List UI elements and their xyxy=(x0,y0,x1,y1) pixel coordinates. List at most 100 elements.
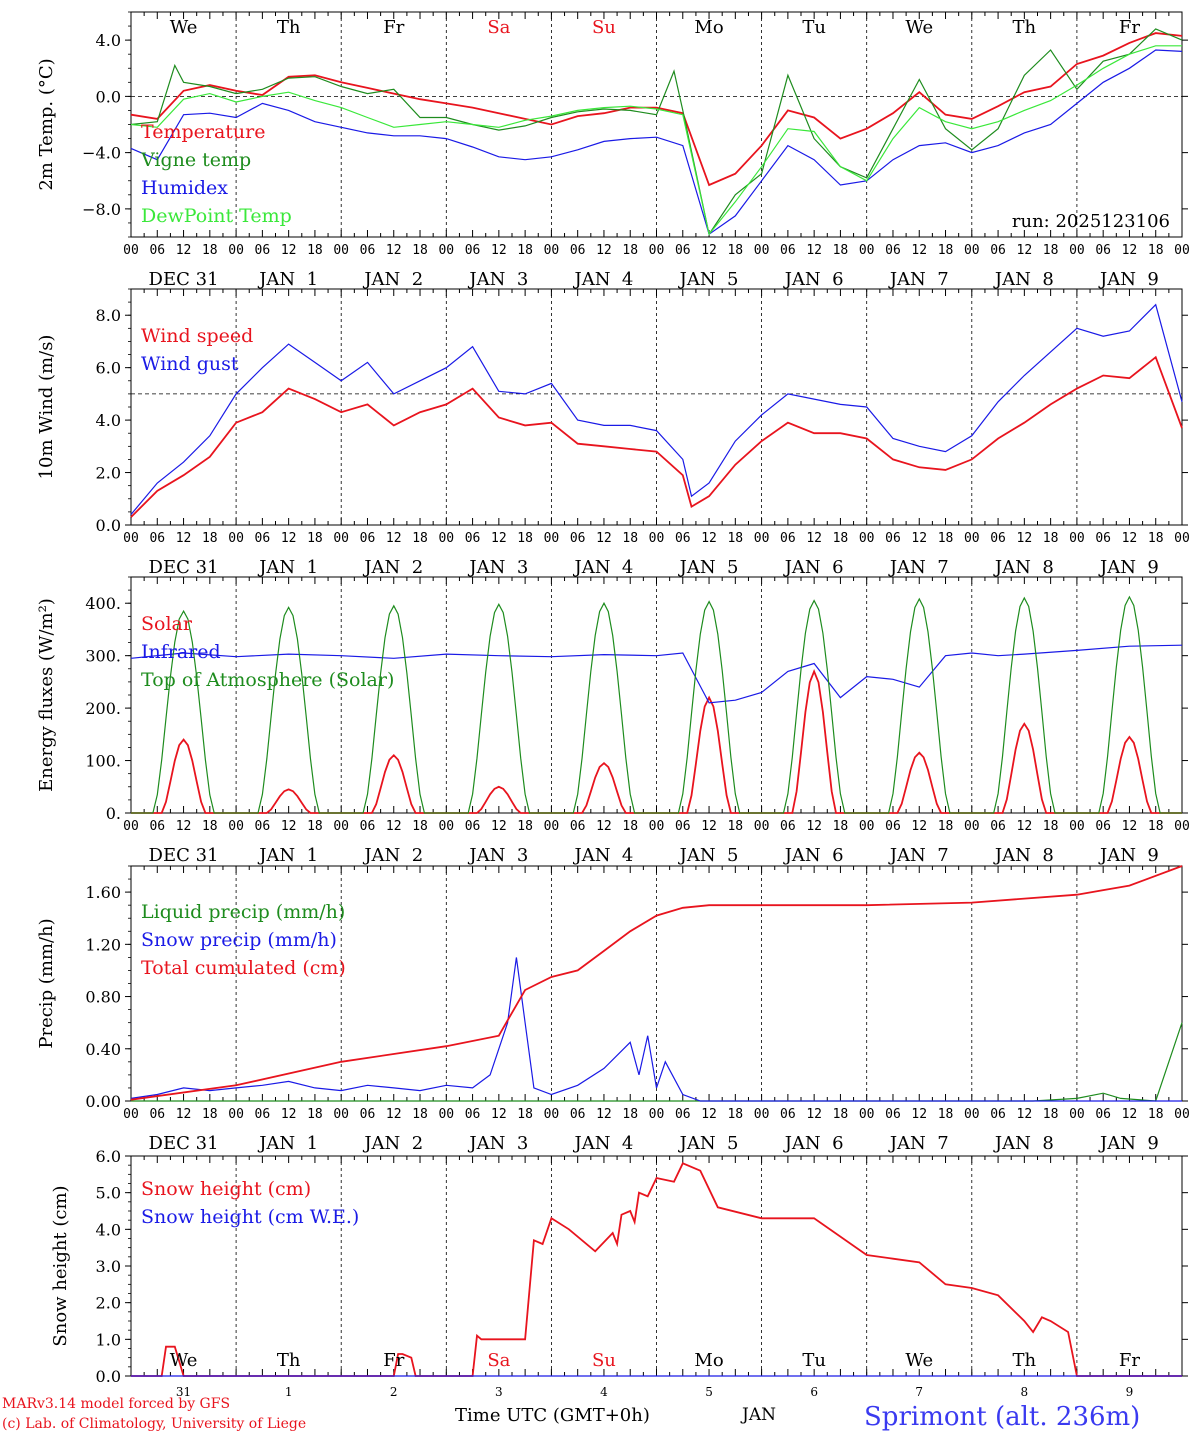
hour-label: 06 xyxy=(1095,819,1111,834)
y-tick-label: 0.80 xyxy=(85,988,121,1007)
date-label: JAN 6 xyxy=(783,557,844,578)
date-label: JAN 4 xyxy=(573,269,634,290)
hour-label: 06 xyxy=(255,1107,271,1122)
hour-label: 00 xyxy=(649,243,665,258)
hour-label: 18 xyxy=(307,243,323,258)
series-line-snow-precip-mm-h- xyxy=(130,957,1182,1102)
legend-entry: Snow height (cm W.E.) xyxy=(141,1206,359,1228)
panel-snow: 0.0 1.0 2.0 3.0 4.0 5.0 6.0 Snow height (cm) Sno… xyxy=(50,1147,1188,1399)
hour-label: 18 xyxy=(1148,1107,1164,1122)
hour-label: 18 xyxy=(1148,819,1164,834)
hour-label: 00 xyxy=(544,243,560,258)
y-axis-label: Energy fluxes (W/m²) xyxy=(36,598,57,792)
date-label: JAN 4 xyxy=(573,845,634,866)
weekday-label: We xyxy=(170,17,198,38)
hour-label: 18 xyxy=(727,531,743,546)
date-label: JAN 1 xyxy=(257,557,318,578)
hour-label: 06 xyxy=(570,819,586,834)
y-tick-label: 0.00 xyxy=(85,1092,121,1111)
hour-label: 06 xyxy=(675,531,691,546)
hour-label: 06 xyxy=(360,1107,376,1122)
hour-label: 06 xyxy=(255,819,271,834)
date-label: JAN 1 xyxy=(257,1133,318,1154)
hour-label: 00 xyxy=(438,1107,454,1122)
hour-label: 12 xyxy=(911,819,927,834)
panel-energy: 0. 100. 200. 300. 400. Energy fluxes (W/m²) So… xyxy=(36,576,1190,866)
hour-label: 00 xyxy=(754,1107,770,1122)
weekday-label: Su xyxy=(592,17,616,38)
hour-label: 12 xyxy=(806,819,822,834)
date-label: JAN 9 xyxy=(1098,1133,1159,1154)
legend-entry: Wind gust xyxy=(141,353,239,375)
hour-label: 12 xyxy=(491,819,507,834)
month-label: JAN xyxy=(742,1405,776,1425)
hour-label: 12 xyxy=(491,243,507,258)
hour-label: 00 xyxy=(333,531,349,546)
hour-label: 06 xyxy=(149,819,165,834)
hour-label: 06 xyxy=(1095,1107,1111,1122)
hour-label: 06 xyxy=(465,1107,481,1122)
hour-label: 06 xyxy=(990,243,1006,258)
hour-label: 12 xyxy=(281,243,297,258)
date-label: JAN 5 xyxy=(678,557,739,578)
hour-label: 18 xyxy=(727,1107,743,1122)
y-axis-label: 10m Wind (m/s) xyxy=(36,335,57,480)
hour-label: 06 xyxy=(885,819,901,834)
legend-entry: Snow precip (mm/h) xyxy=(141,929,337,951)
weekday-label: Sa xyxy=(487,17,510,38)
hour-label: 00 xyxy=(649,1107,665,1122)
hour-label: 06 xyxy=(780,1107,796,1122)
weekday-label: Mo xyxy=(694,17,723,38)
date-label: JAN 2 xyxy=(362,557,423,578)
hour-label: 18 xyxy=(517,531,533,546)
hour-label: 06 xyxy=(255,531,271,546)
weekday-label: Sa xyxy=(487,1350,510,1371)
hour-label: 12 xyxy=(281,819,297,834)
hour-label: 18 xyxy=(307,531,323,546)
hour-label: 00 xyxy=(438,243,454,258)
hour-label: 12 xyxy=(806,243,822,258)
hour-label: 00 xyxy=(438,531,454,546)
date-label: JAN 4 xyxy=(573,557,634,578)
hour-label: 00 xyxy=(544,1107,560,1122)
hour-label: 18 xyxy=(1043,819,1059,834)
hour-label: 18 xyxy=(833,531,849,546)
hour-label: 12 xyxy=(806,1107,822,1122)
y-tick-label: −8.0 xyxy=(82,200,121,219)
day-number: 4 xyxy=(600,1385,608,1399)
legend-entry: Vigne temp xyxy=(140,149,251,171)
hour-label: 00 xyxy=(1069,819,1085,834)
hour-label: 18 xyxy=(622,531,638,546)
hour-label: 12 xyxy=(701,819,717,834)
panel-wind: 0.0 2.0 4.0 6.0 8.0 10m Wind (m/s) Wind speed W… xyxy=(36,288,1190,578)
hour-label: 18 xyxy=(517,819,533,834)
hour-label: 18 xyxy=(727,819,743,834)
hour-label: 12 xyxy=(596,1107,612,1122)
date-label: JAN 2 xyxy=(362,269,423,290)
x-axis-title: Time UTC (GMT+0h) xyxy=(455,1405,650,1426)
y-tick-label: 2.0 xyxy=(96,464,121,483)
hour-label: 00 xyxy=(1174,1107,1190,1122)
y-tick-label: 6.0 xyxy=(96,1147,121,1166)
hour-label: 00 xyxy=(333,819,349,834)
hour-label: 06 xyxy=(885,1107,901,1122)
hour-label: 00 xyxy=(649,819,665,834)
y-tick-label: 5.0 xyxy=(96,1184,121,1203)
series-line-wind-speed xyxy=(130,355,1183,518)
y-tick-label: 0.0 xyxy=(96,87,121,106)
hour-label: 18 xyxy=(202,819,218,834)
hour-label: 00 xyxy=(859,819,875,834)
hour-label: 06 xyxy=(885,243,901,258)
hour-label: 12 xyxy=(491,1107,507,1122)
hour-label: 06 xyxy=(780,243,796,258)
hour-label: 18 xyxy=(412,243,428,258)
y-tick-label: 100. xyxy=(85,752,121,771)
hour-label: 00 xyxy=(964,243,980,258)
hour-label: 06 xyxy=(255,243,271,258)
hour-label: 12 xyxy=(596,819,612,834)
date-label: JAN 7 xyxy=(888,845,949,866)
weekday-label: Fr xyxy=(1119,1350,1140,1371)
hour-label: 00 xyxy=(333,1107,349,1122)
y-tick-label: 0.0 xyxy=(96,516,121,535)
